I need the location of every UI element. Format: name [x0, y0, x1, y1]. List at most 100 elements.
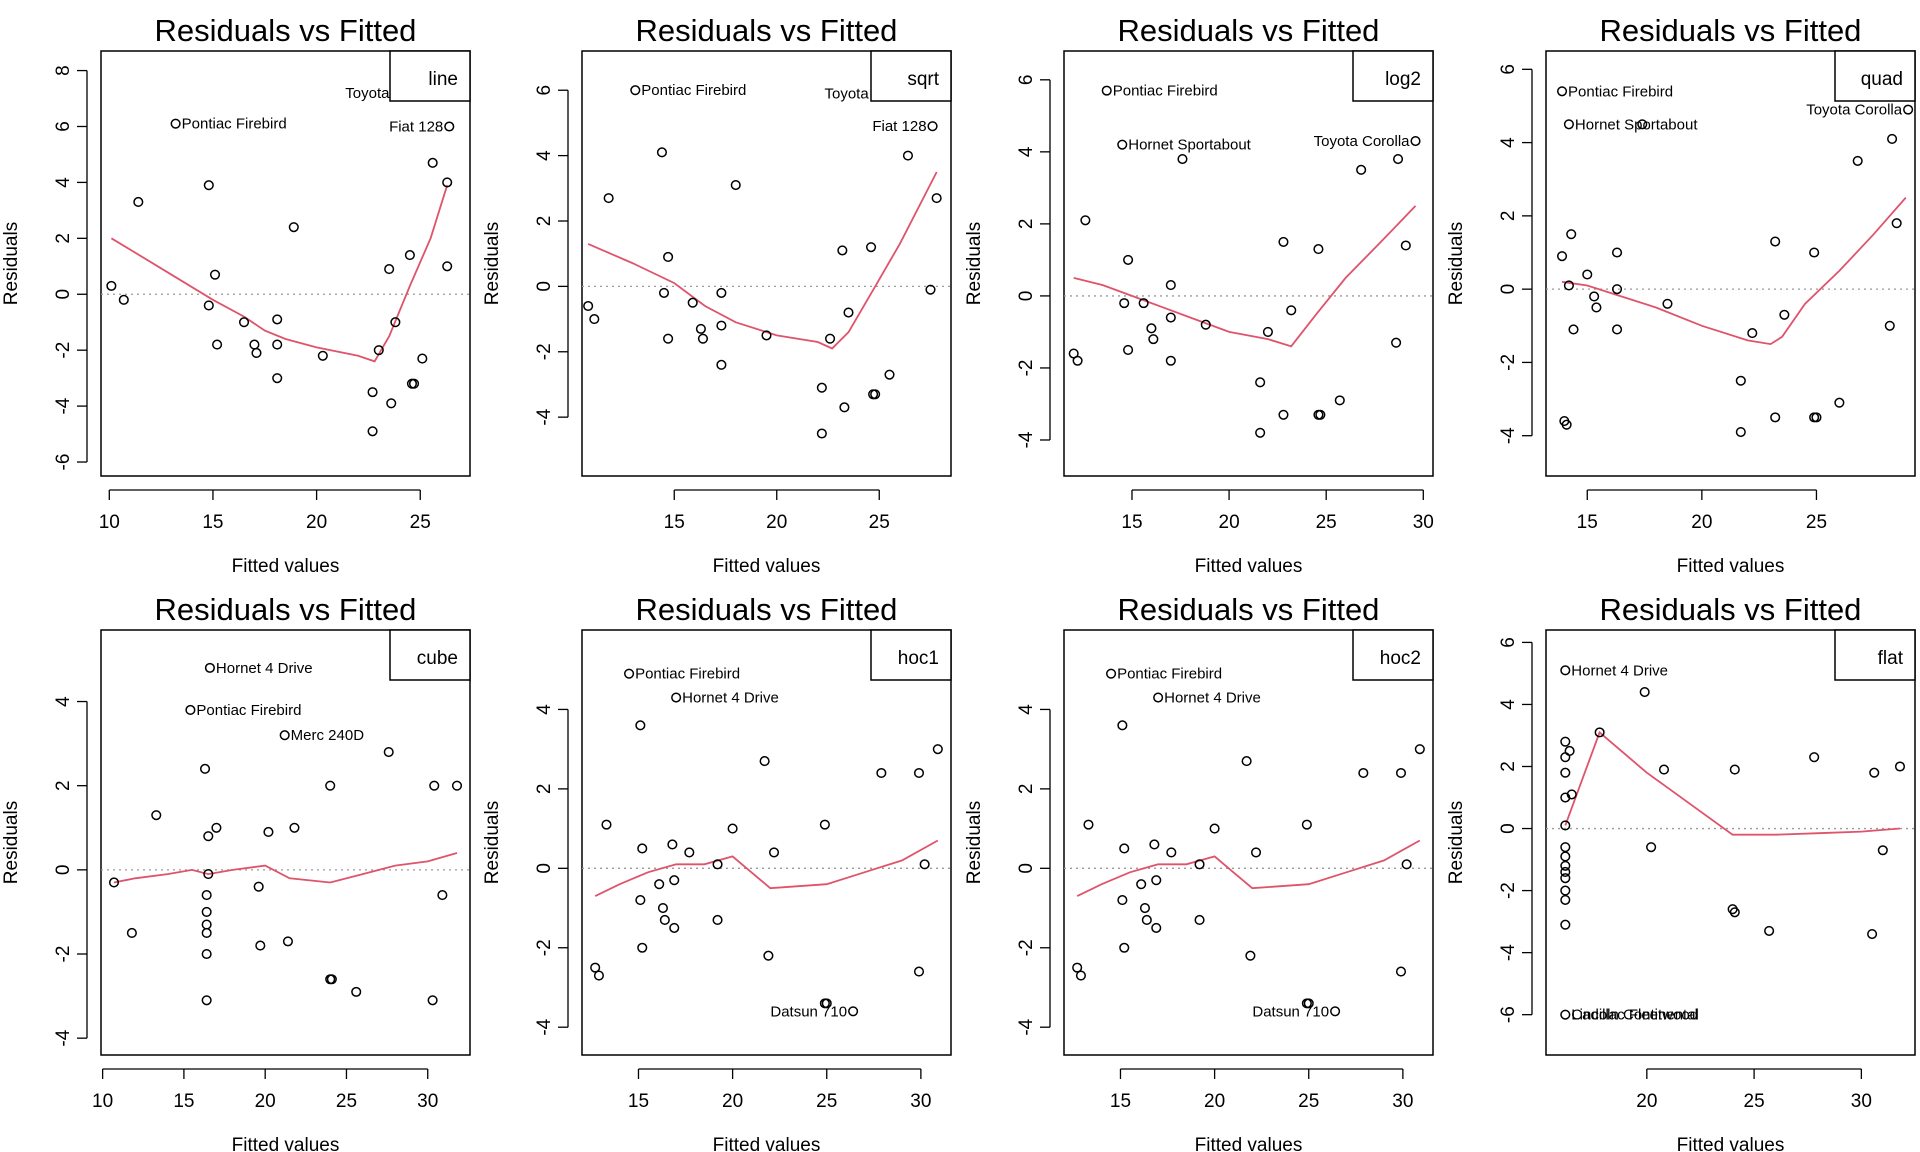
y-tick-label: -4: [53, 1029, 74, 1046]
residual-point: [1123, 344, 1134, 355]
residual-point: [1568, 324, 1579, 335]
x-tick-label: 15: [202, 512, 223, 533]
chart-title: Residuals vs Fitted: [636, 13, 898, 48]
residual-point: [1139, 902, 1151, 914]
chart-title: Residuals vs Fitted: [1118, 13, 1380, 48]
x-tick-label: 25: [1298, 1091, 1319, 1112]
residual-point: [1153, 692, 1164, 703]
y-tick-label: -2: [1498, 354, 1519, 371]
residual-point: [1401, 859, 1412, 870]
point-label: Datsun 710: [770, 1003, 847, 1020]
residual-point: [1834, 397, 1845, 408]
residual-point: [1391, 337, 1402, 348]
residual-point: [1151, 875, 1162, 886]
legend: hoc1: [870, 629, 952, 681]
residual-point: [590, 962, 601, 973]
plot-box: [1063, 629, 1434, 1056]
legend-box: [1352, 50, 1434, 102]
residual-point: [251, 347, 262, 359]
residual-point: [282, 936, 293, 947]
y-tick-label: 4: [1498, 699, 1519, 710]
residual-point: [201, 906, 212, 917]
residual-point: [203, 869, 214, 880]
residual-point: [1286, 305, 1297, 316]
residual-point: [451, 780, 463, 791]
y-tick-label: -2: [1498, 882, 1519, 899]
residual-point: [902, 150, 914, 161]
residual-point: [390, 317, 401, 328]
residual-point: [1334, 395, 1345, 406]
y-tick-label: 2: [53, 780, 74, 791]
residual-point: [386, 398, 397, 409]
y-tick-label: 2: [534, 784, 555, 795]
point-label: Pontiac Firebird: [196, 702, 301, 719]
residual-point: [837, 245, 848, 256]
residual-point: [825, 333, 836, 344]
x-tick-label: 30: [1392, 1091, 1413, 1112]
residual-point: [1414, 744, 1425, 755]
y-tick-label: 2: [534, 216, 555, 227]
residual-point: [1729, 764, 1740, 775]
residual-point: [866, 242, 877, 253]
residual-point: [1566, 789, 1577, 800]
x-tick-label: 10: [92, 1091, 113, 1112]
x-tick-label: 25: [1316, 512, 1337, 533]
residual-point: [1560, 752, 1571, 763]
residual-point: [768, 847, 780, 858]
residual-point: [1313, 244, 1324, 255]
chart-title: Residuals vs Fitted: [1600, 13, 1862, 48]
residual-point: [816, 382, 827, 393]
residual-point: [761, 330, 772, 341]
residual-point: [1735, 426, 1746, 438]
x-axis-label: Fitted values: [1195, 556, 1303, 577]
residual-point: [272, 373, 283, 384]
residual-point: [635, 720, 646, 731]
legend-entry: hoc1: [898, 648, 939, 669]
residual-point: [442, 261, 453, 272]
residual-point: [603, 193, 614, 204]
residual-point: [1563, 119, 1574, 130]
residual-point: [126, 927, 137, 939]
y-axis-label: Residuals: [1, 222, 22, 305]
x-tick-label: 15: [628, 1091, 649, 1112]
residual-point: [1072, 355, 1083, 366]
residual-point: [1101, 85, 1112, 96]
residual-point: [876, 767, 887, 779]
residual-point: [1563, 280, 1574, 291]
residual-point: [1852, 155, 1863, 166]
residual-point: [839, 402, 850, 413]
residual-point: [383, 746, 394, 758]
point-label: Pontiac Firebird: [1568, 83, 1673, 100]
y-tick-label: -4: [1016, 1018, 1037, 1035]
legend-box: [389, 629, 471, 681]
y-tick-label: 8: [53, 65, 74, 76]
residual-point: [211, 822, 222, 833]
y-axis-label: Residuals: [482, 222, 503, 305]
residual-point: [408, 378, 420, 389]
residual-point: [669, 875, 680, 886]
residual-point: [404, 250, 415, 261]
residual-point: [669, 922, 680, 933]
residual-point: [1637, 119, 1648, 130]
y-tick-label: 6: [534, 85, 555, 96]
y-tick-label: -2: [534, 343, 555, 360]
y-tick-label: -6: [1498, 1006, 1519, 1023]
residual-point: [667, 839, 678, 850]
plot-box: [1545, 629, 1916, 1056]
residual-point: [821, 998, 832, 1009]
plot-box: [100, 50, 471, 477]
residual-point: [151, 810, 162, 821]
y-tick-label: 0: [534, 863, 555, 874]
residual-point: [279, 730, 290, 741]
residual-point: [656, 147, 668, 158]
residual-point: [201, 948, 212, 960]
residual-point: [763, 950, 774, 961]
residual-point: [663, 251, 674, 263]
residual-point: [1138, 298, 1149, 309]
residual-point: [1136, 879, 1147, 890]
residual-point: [716, 287, 727, 298]
y-tick-label: 0: [1498, 823, 1519, 834]
residual-point: [1639, 686, 1650, 698]
legend-box: [1352, 629, 1434, 681]
y-axis-label: Residuals: [1446, 801, 1467, 884]
